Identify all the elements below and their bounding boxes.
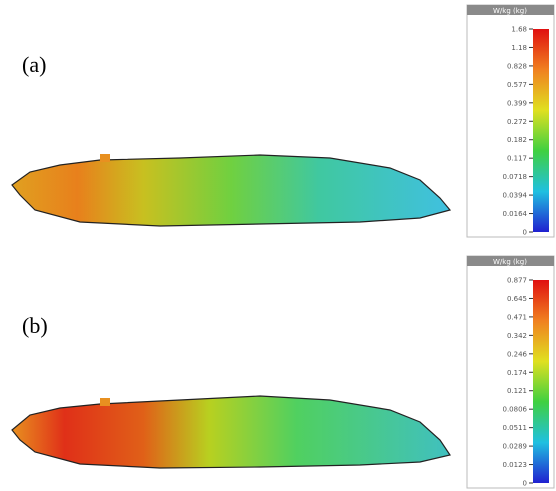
colorbar-title: W/kg (kg) <box>493 258 527 266</box>
tick-label: 0 <box>523 480 527 488</box>
tick-label: 0.174 <box>507 369 528 377</box>
tick-label: 0.0394 <box>503 192 528 200</box>
tick-label: 0.117 <box>507 155 527 163</box>
colorbar: W/kg (kg) 0.877 0.645 0.471 0.342 0.246 0.174 0… <box>467 256 554 488</box>
tick-label: 0.577 <box>507 81 527 89</box>
sar-map <box>12 396 450 468</box>
tick-label: 0.272 <box>507 118 527 126</box>
tick-label: 0.121 <box>507 387 527 395</box>
tick-label: 0.246 <box>507 350 528 358</box>
tick-label: 0.0123 <box>503 461 528 469</box>
sar-map <box>100 154 110 162</box>
tick-label: 0.877 <box>507 277 527 285</box>
tick-label: 0.0164 <box>503 210 528 218</box>
tick-label: 0 <box>523 229 527 237</box>
tick-label: 0.471 <box>507 313 527 321</box>
colorbar: W/kg (kg) 1.68 1.18 0.828 0.577 0.399 0.272 0.1… <box>467 5 554 237</box>
colorbar-scale <box>533 29 549 232</box>
tick-label: 0.0511 <box>503 424 528 432</box>
tick-label: 0.399 <box>507 99 527 107</box>
tick-label: 1.68 <box>511 26 527 34</box>
tick-label: 0.342 <box>507 332 527 340</box>
panel: (b) W/kg (kg) 0.877 0.645 0.471 0.342 0.246 0.… <box>12 256 554 488</box>
panel: (a) W/kg (kg) 1.68 1.18 0.828 0.577 0.399 0.27… <box>12 5 554 237</box>
tick-label: 1.18 <box>511 44 527 52</box>
tick-label: 0.828 <box>507 62 527 70</box>
sar-map <box>100 398 110 406</box>
figure: (a) W/kg (kg) 1.68 1.18 0.828 0.577 0.399 0.27… <box>0 0 556 491</box>
sar-map <box>12 155 450 226</box>
panel-label: (b) <box>22 313 48 338</box>
tick-label: 0.0718 <box>503 173 528 181</box>
tick-label: 0.182 <box>507 136 527 144</box>
tick-label: 0.0806 <box>503 406 528 414</box>
colorbar-scale <box>533 280 549 483</box>
colorbar-title: W/kg (kg) <box>493 7 527 15</box>
tick-label: 0.645 <box>507 295 527 303</box>
tick-label: 0.0289 <box>503 443 528 451</box>
panel-label: (a) <box>22 52 46 77</box>
